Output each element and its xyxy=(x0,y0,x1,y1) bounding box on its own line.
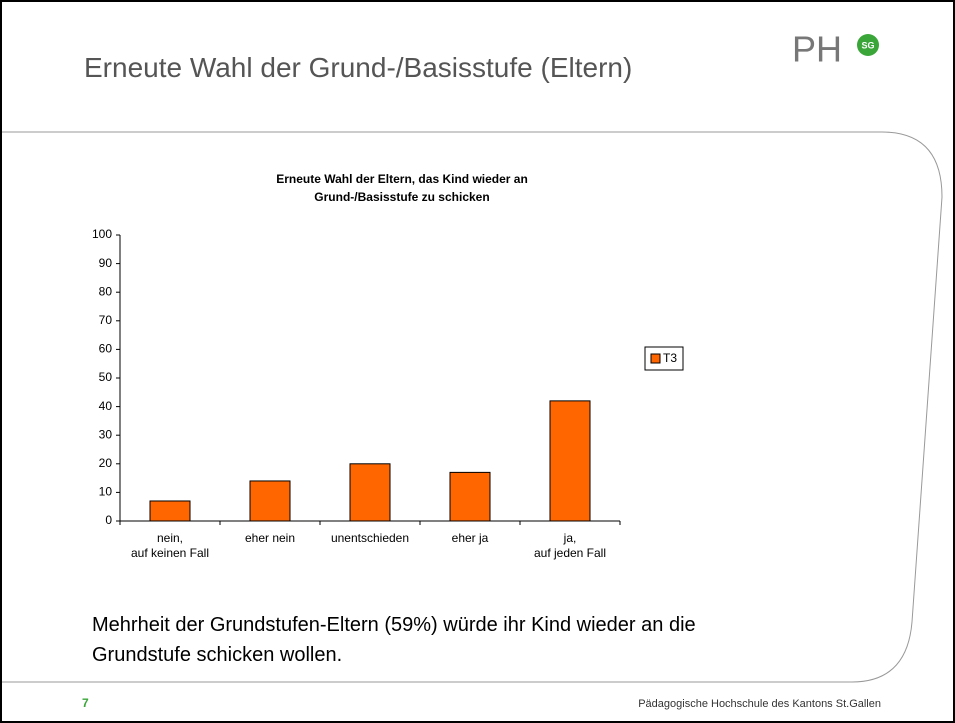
y-tick-label: 40 xyxy=(99,399,113,413)
body-text: Mehrheit der Grundstufen-Eltern (59%) wü… xyxy=(92,614,696,666)
y-tick-label: 100 xyxy=(92,227,112,241)
y-tick-label: 90 xyxy=(99,256,113,270)
x-tick-label: eher nein xyxy=(244,531,296,545)
y-tick-label: 10 xyxy=(99,485,113,499)
bar xyxy=(249,480,291,522)
logo: PH xyxy=(792,29,842,70)
bar xyxy=(349,463,391,522)
bar xyxy=(149,500,191,522)
footer: Pädagogische Hochschule des Kantons St.G… xyxy=(638,698,881,710)
x-tick-label: eher ja xyxy=(451,531,489,545)
logo-badge-text: SG xyxy=(861,40,874,50)
logo-badge xyxy=(857,34,879,56)
bar xyxy=(549,400,591,522)
y-tick-label: 30 xyxy=(99,427,113,441)
x-tick-label: unentschieden xyxy=(330,531,410,545)
page-number: 7 xyxy=(82,696,89,710)
y-tick-label: 70 xyxy=(99,313,113,327)
y-tick-label: 80 xyxy=(99,284,113,298)
legend-swatch xyxy=(650,353,661,364)
y-tick-label: 20 xyxy=(99,456,113,470)
y-tick-label: 0 xyxy=(105,513,112,527)
chart-title: Erneute Wahl der Eltern, das Kind wieder… xyxy=(276,172,528,204)
y-tick-label: 60 xyxy=(99,342,113,356)
bar xyxy=(449,471,491,522)
x-tick-label: ja, auf jeden Fall xyxy=(533,531,607,560)
slide-title: Erneute Wahl der Grund-/Basisstufe (Elte… xyxy=(84,52,633,83)
content-frame xyxy=(2,131,943,683)
legend-box xyxy=(644,346,684,371)
y-tick-label: 50 xyxy=(99,370,113,384)
x-tick-label: nein, auf keinen Fall xyxy=(130,531,210,560)
legend-label: T3 xyxy=(663,351,677,365)
